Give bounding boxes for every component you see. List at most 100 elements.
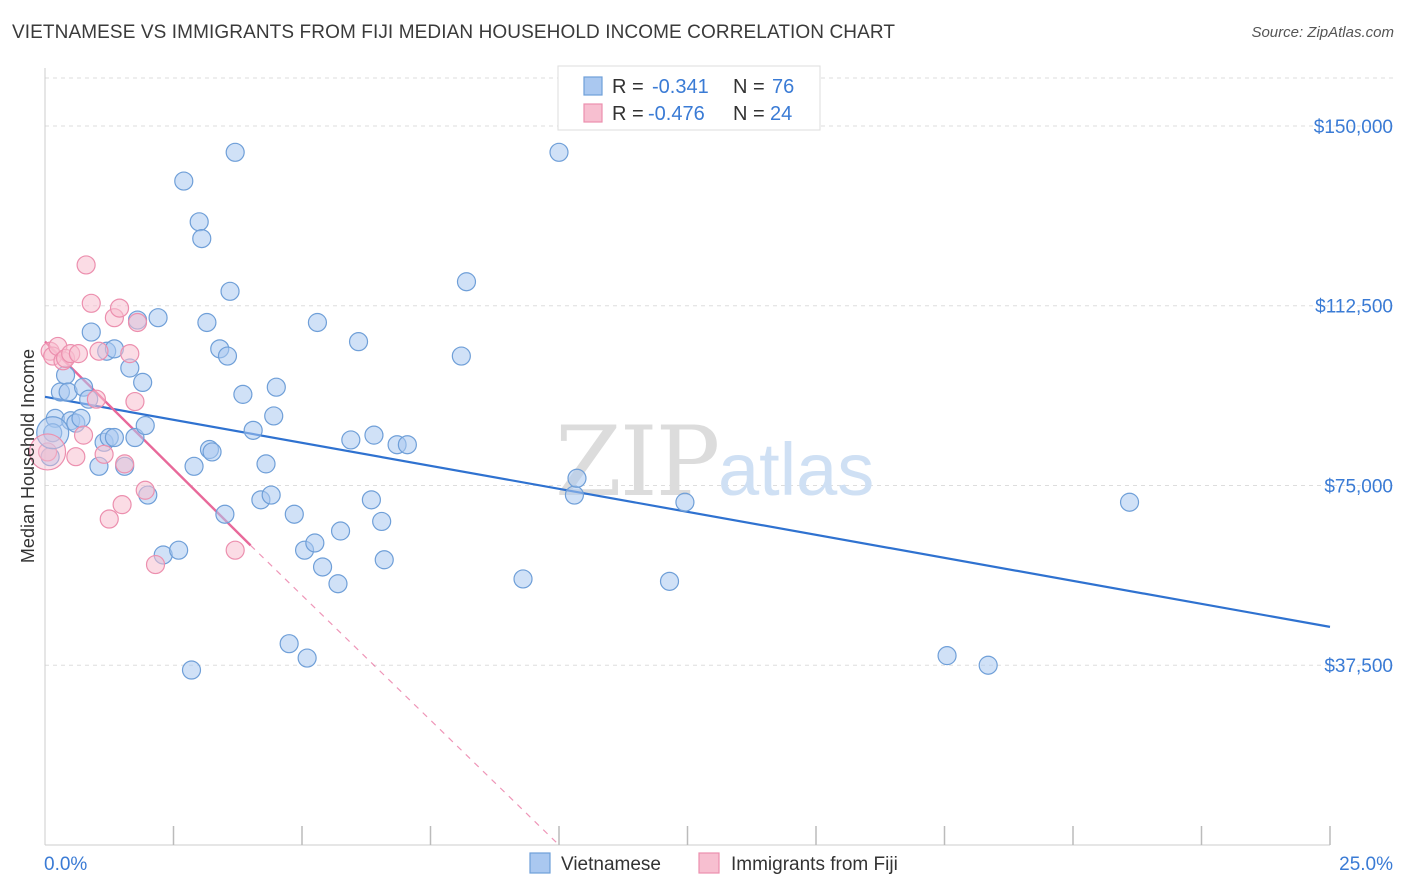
data-point-vietnamese (184, 456, 204, 476)
watermark-atlas: atlas (718, 428, 874, 511)
series-legend-swatch-vietnamese (529, 852, 551, 874)
legend-n-label: N = (733, 103, 765, 125)
data-point-vietnamese (81, 322, 101, 342)
data-point-fiji (135, 480, 155, 500)
chart-title: VIETNAMESE VS IMMIGRANTS FROM FIJI MEDIA… (12, 22, 896, 43)
data-point-vietnamese (197, 312, 217, 333)
data-point-vietnamese (372, 511, 392, 532)
data-point-vietnamese (364, 425, 384, 445)
data-point-vietnamese (348, 332, 369, 352)
data-point-vietnamese (330, 521, 351, 541)
data-point-fiji (225, 540, 245, 560)
data-point-vietnamese (397, 435, 417, 455)
data-point-vietnamese (284, 504, 304, 524)
data-point-vietnamese (135, 415, 155, 436)
legend-r-label: R = (612, 76, 644, 98)
data-point-fiji (94, 444, 114, 464)
data-point-fiji (115, 454, 135, 474)
data-point-vietnamese (374, 550, 394, 570)
legend-swatch-fiji (583, 103, 603, 123)
data-point-vietnamese (215, 504, 235, 524)
data-point-vietnamese (279, 634, 299, 654)
data-point-fiji (112, 495, 132, 515)
series-legend-label: Immigrants from Fiji (731, 854, 898, 875)
data-point-fiji (76, 255, 96, 275)
data-point-fiji (120, 344, 140, 364)
data-point-vietnamese (978, 655, 998, 675)
data-point-fiji (73, 425, 94, 445)
data-points (28, 142, 1140, 680)
data-point-vietnamese (148, 308, 168, 328)
legend-n-value: 76 (772, 76, 794, 98)
legend-r-value: -0.341 (652, 76, 709, 98)
y-tick-label: $150,000 (1314, 117, 1393, 138)
data-point-vietnamese (312, 557, 333, 577)
data-point-vietnamese (451, 346, 471, 366)
data-point-fiji (99, 509, 119, 529)
data-point-vietnamese (192, 228, 212, 249)
data-point-fiji (86, 389, 107, 409)
data-point-vietnamese (1119, 492, 1140, 512)
data-point-vietnamese (243, 420, 263, 440)
correlation-legend: R = -0.341 N = 76 R = -0.476 N = 24 (557, 65, 821, 131)
data-point-vietnamese (189, 212, 209, 232)
y-tick-label: $75,000 (1324, 476, 1393, 497)
data-point-vietnamese (567, 468, 587, 488)
data-point-fiji (127, 312, 148, 333)
data-point-vietnamese (261, 485, 281, 505)
data-point-vietnamese-cluster (36, 416, 70, 450)
data-point-vietnamese (104, 427, 124, 448)
grid-lines (45, 77, 1395, 666)
series-legend-label: Vietnamese (561, 854, 661, 875)
x-tick-label: 25.0% (1339, 854, 1393, 875)
data-point-vietnamese (937, 646, 957, 666)
data-point-fiji (89, 341, 109, 361)
data-point-fiji (145, 554, 166, 575)
data-point-vietnamese (264, 406, 284, 426)
data-point-fiji (66, 447, 86, 467)
data-point-vietnamese (71, 408, 91, 428)
y-axis-label: Median Household Income (18, 349, 38, 563)
data-point-vietnamese (225, 142, 245, 162)
watermark: ZIP atlas (555, 406, 874, 518)
y-tick-label: $112,500 (1315, 297, 1393, 318)
legend-r-label: R = (612, 103, 644, 125)
y-tick-label: $37,500 (1324, 656, 1393, 677)
data-point-vietnamese (266, 377, 286, 397)
data-point-vietnamese (361, 490, 381, 510)
series-legend: Vietnamese Immigrants from Fiji (529, 852, 898, 875)
legend-n-label: N = (733, 76, 765, 98)
data-point-vietnamese (174, 171, 194, 191)
data-point-vietnamese (307, 312, 328, 333)
x-tick-labels: 0.0% 25.0% (44, 854, 1393, 875)
data-point-vietnamese (513, 569, 533, 589)
data-point-vietnamese (297, 648, 317, 668)
data-point-vietnamese (659, 571, 680, 591)
legend-n-value: 24 (770, 103, 792, 125)
data-point-fiji (68, 344, 89, 364)
data-point-vietnamese (217, 346, 238, 366)
data-point-vietnamese (220, 281, 240, 301)
data-point-vietnamese (549, 142, 569, 162)
data-point-vietnamese (675, 492, 695, 512)
chart-source: Source: ZipAtlas.com (1251, 24, 1394, 41)
data-point-vietnamese (202, 442, 222, 462)
data-point-vietnamese (256, 454, 276, 474)
data-point-fiji (125, 391, 145, 412)
data-point-fiji (81, 293, 101, 313)
data-point-vietnamese (233, 384, 253, 404)
y-tick-labels: $37,500 $75,000 $112,500 $150,000 (1314, 117, 1393, 677)
data-point-vietnamese (133, 372, 153, 393)
data-point-vietnamese (169, 540, 189, 560)
data-point-fiji (109, 298, 130, 318)
legend-r-value: -0.476 (648, 103, 705, 125)
trend-line-fiji-extension (250, 544, 560, 846)
data-point-vietnamese (328, 574, 348, 594)
data-point-vietnamese (181, 660, 202, 680)
data-point-vietnamese (456, 272, 477, 292)
data-point-fiji-cluster (28, 433, 67, 471)
x-tick-label: 0.0% (44, 854, 87, 875)
data-point-vietnamese (341, 430, 361, 450)
legend-swatch-vietnamese (583, 76, 603, 96)
